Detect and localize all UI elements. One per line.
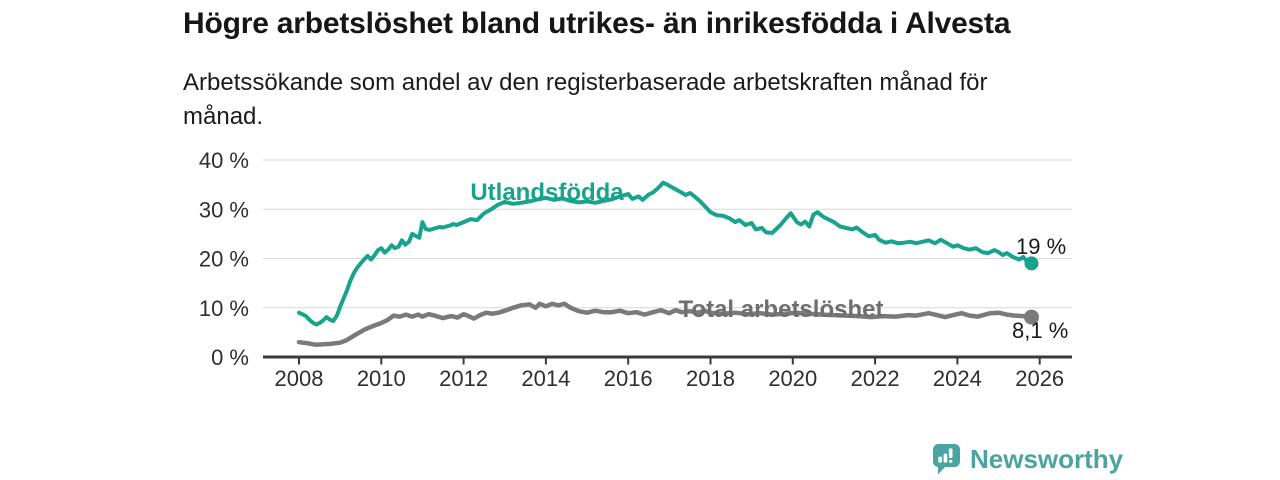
y-tick-label: 10 % [199, 296, 249, 321]
y-tick-label: 20 % [199, 247, 249, 272]
newsworthy-logo-text: Newsworthy [970, 444, 1124, 474]
x-tick-label: 2024 [933, 366, 982, 391]
x-tick-label: 2018 [686, 366, 735, 391]
x-tick-label: 2016 [604, 366, 653, 391]
series-label-utlandsfodda: Utlandsfödda [470, 179, 624, 206]
y-tick-label: 40 % [199, 148, 249, 173]
x-tick-label: 2008 [275, 366, 324, 391]
x-tick-label: 2020 [768, 366, 817, 391]
x-tick-label: 2012 [439, 366, 488, 391]
series-end-dot-utlandsfodda [1024, 256, 1039, 271]
series-end-dot-total [1024, 309, 1039, 325]
series-end-value-total: 8,1 % [1012, 318, 1068, 343]
chart-subtitle: Arbetssökande som andel av den registerb… [183, 69, 988, 130]
y-tick-label: 0 % [211, 345, 249, 370]
series-end-value-utlandsfodda: 19 % [1016, 234, 1066, 259]
y-tick-label: 30 % [199, 197, 249, 222]
x-tick-label: 2010 [357, 366, 406, 391]
x-tick-label: 2026 [1015, 366, 1064, 391]
newsworthy-logo: Newsworthy [933, 444, 1123, 475]
chart-title: Högre arbetslöshet bland utrikes- än inr… [183, 7, 1011, 40]
series-label-total: Total arbetslöshet [679, 296, 884, 323]
x-tick-label: 2014 [521, 366, 570, 391]
newsworthy-logo-icon [933, 444, 960, 475]
series-line-total [296, 301, 1034, 347]
series-line-utlandsfodda [297, 180, 1034, 327]
x-tick-label: 2022 [851, 366, 900, 391]
